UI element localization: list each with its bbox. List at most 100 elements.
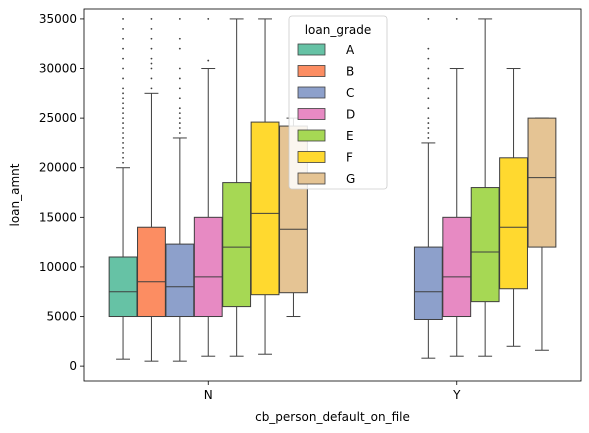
outlier-point [122, 142, 124, 144]
box-body [499, 157, 528, 290]
outlier-point [178, 112, 181, 115]
outlier-point [427, 122, 430, 124]
outlier-point [178, 107, 181, 110]
outlier-point [207, 18, 210, 20]
legend-label-F: F [346, 151, 353, 165]
outlier-point [427, 132, 430, 134]
legend-label-C: C [346, 86, 354, 100]
outlier-point [122, 57, 124, 60]
legend-label-A: A [346, 43, 355, 57]
box-body [165, 243, 195, 318]
outlier-point [178, 132, 181, 134]
box-body [470, 187, 500, 303]
outlier-point [427, 18, 430, 20]
box-E-Y [470, 18, 500, 357]
outlier-point [178, 77, 181, 80]
x-tick-label: Y [452, 388, 461, 402]
y-tick-label: 0 [69, 359, 77, 373]
plot-frame [83, 8, 582, 382]
box-body [108, 256, 138, 318]
outlier-point [122, 127, 124, 129]
boxes-layer [108, 18, 557, 362]
outlier-point [150, 87, 153, 90]
box-D-Y [442, 18, 472, 357]
outlier-point [455, 18, 458, 20]
legend-swatch-D [297, 108, 326, 120]
legend-title: loan_grade [305, 23, 372, 37]
outlier-point [178, 67, 181, 70]
legend-frame [288, 15, 388, 190]
outlier-point [178, 87, 181, 90]
x-axis-label: cb_person_default_on_file [255, 410, 410, 424]
legend-label-B: B [346, 65, 354, 79]
legend-label-E: E [346, 129, 354, 143]
outlier-point [122, 112, 124, 115]
outlier-point [178, 97, 181, 100]
outlier-point [122, 156, 124, 159]
box-A-N [108, 18, 138, 360]
outlier-point [122, 146, 124, 149]
outlier-point [122, 107, 124, 110]
y-tick-label: 30000 [39, 62, 77, 76]
outlier-point [150, 67, 153, 70]
outlier-point [150, 27, 153, 30]
box-body [527, 117, 557, 248]
legend-swatch-A [297, 43, 326, 56]
box-body [137, 226, 166, 318]
outlier-point [427, 137, 430, 139]
outlier-point [122, 122, 124, 124]
outlier-point [122, 132, 124, 134]
legend-swatch-E [297, 129, 326, 142]
legend-swatch-B [297, 65, 326, 77]
outlier-point [122, 92, 124, 95]
box-E-N [222, 18, 252, 357]
y-tick-label: 20000 [39, 161, 77, 175]
outlier-point [427, 97, 430, 100]
outlier-point [178, 127, 181, 129]
outlier-point [122, 97, 124, 100]
box-F-Y [499, 68, 528, 347]
box-C-Y [413, 18, 443, 359]
legend-swatch-G [297, 172, 326, 185]
outlier-point [150, 37, 153, 40]
outlier-point [427, 77, 430, 80]
outlier-point [427, 87, 430, 90]
outlier-point [150, 18, 153, 20]
box-body [193, 216, 223, 318]
outlier-point [178, 122, 181, 124]
outlier-point [122, 137, 124, 139]
box-G-Y [527, 117, 557, 351]
outlier-point [427, 107, 430, 110]
box-body [222, 182, 252, 308]
outlier-point [150, 47, 153, 50]
y-tick-label: 10000 [39, 260, 77, 274]
outlier-point [150, 62, 153, 65]
outlier-point [122, 102, 124, 105]
y-tick-label: 35000 [39, 12, 77, 26]
outlier-point [122, 27, 124, 30]
outlier-point [178, 18, 181, 20]
outlier-point [178, 37, 181, 40]
outlier-point [122, 161, 124, 164]
y-tick-label: 5000 [46, 310, 77, 324]
outlier-point [207, 59, 210, 62]
axes-layer: 0 5000 10000 15000 20000 25000 30000 35000 N Y [39, 12, 461, 402]
legend-label-G: G [346, 172, 355, 186]
box-body [442, 216, 472, 318]
outlier-point [427, 57, 430, 60]
box-body [413, 246, 443, 320]
outlier-point [427, 47, 430, 50]
outlier-point [150, 77, 153, 80]
outlier-point [427, 127, 430, 129]
box-D-N [193, 18, 223, 357]
legend-swatch-F [297, 151, 326, 163]
outlier-point [122, 117, 124, 120]
outlier-point [178, 117, 181, 120]
box-F-N [250, 18, 280, 355]
legend-label-D: D [346, 108, 355, 122]
box-body [250, 121, 280, 296]
y-axis-label: loan_amnt [8, 163, 22, 226]
